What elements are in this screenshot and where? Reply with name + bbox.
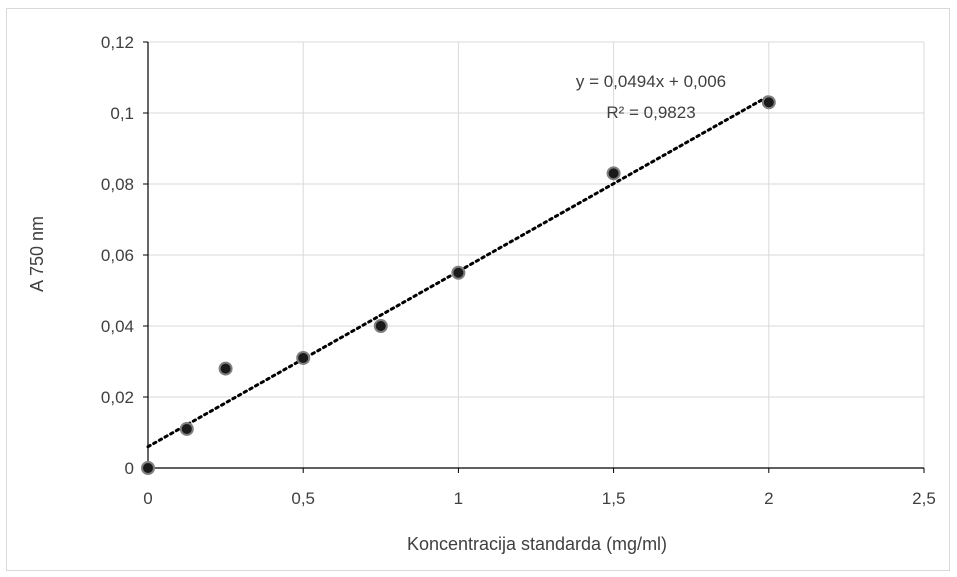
data-point [296,350,311,365]
data-point [761,95,776,110]
x-tick-label: 1,5 [602,489,626,508]
x-tick-label: 0,5 [291,489,315,508]
trendline-r2: R² = 0,9823 [606,103,695,122]
y-tick-label: 0,04 [101,317,134,336]
data-point [373,319,388,333]
data-points [141,95,776,475]
trendline-equation: y = 0,0494x + 0,006 [576,72,726,91]
y-tick-label: 0 [125,459,134,478]
y-tick-label: 0,06 [101,246,134,265]
chart-frame [6,8,950,571]
x-tick-label: 0 [143,489,152,508]
data-point [179,421,194,436]
gridlines [148,41,925,468]
x-axis-title: Koncentracija standarda (mg/ml) [407,534,667,554]
y-tick-label: 0,08 [101,175,134,194]
data-point [451,265,466,280]
y-tick-label: 0,12 [101,33,134,52]
y-tick-label: 0,02 [101,388,134,407]
x-tick-label: 2,5 [912,489,936,508]
y-axis-title: A 750 nm [27,216,47,292]
axes [143,41,925,473]
y-tick-label: 0,1 [110,104,134,123]
x-tick-label: 1 [454,489,463,508]
x-tick-label: 2 [764,489,773,508]
data-point [218,361,233,376]
data-point [606,166,621,181]
tick-labels: 0 0,5 1 1,5 2 2,5 0 0,02 0,04 0,06 0,08 0,1 0,12 [101,33,936,508]
data-point [141,461,155,475]
